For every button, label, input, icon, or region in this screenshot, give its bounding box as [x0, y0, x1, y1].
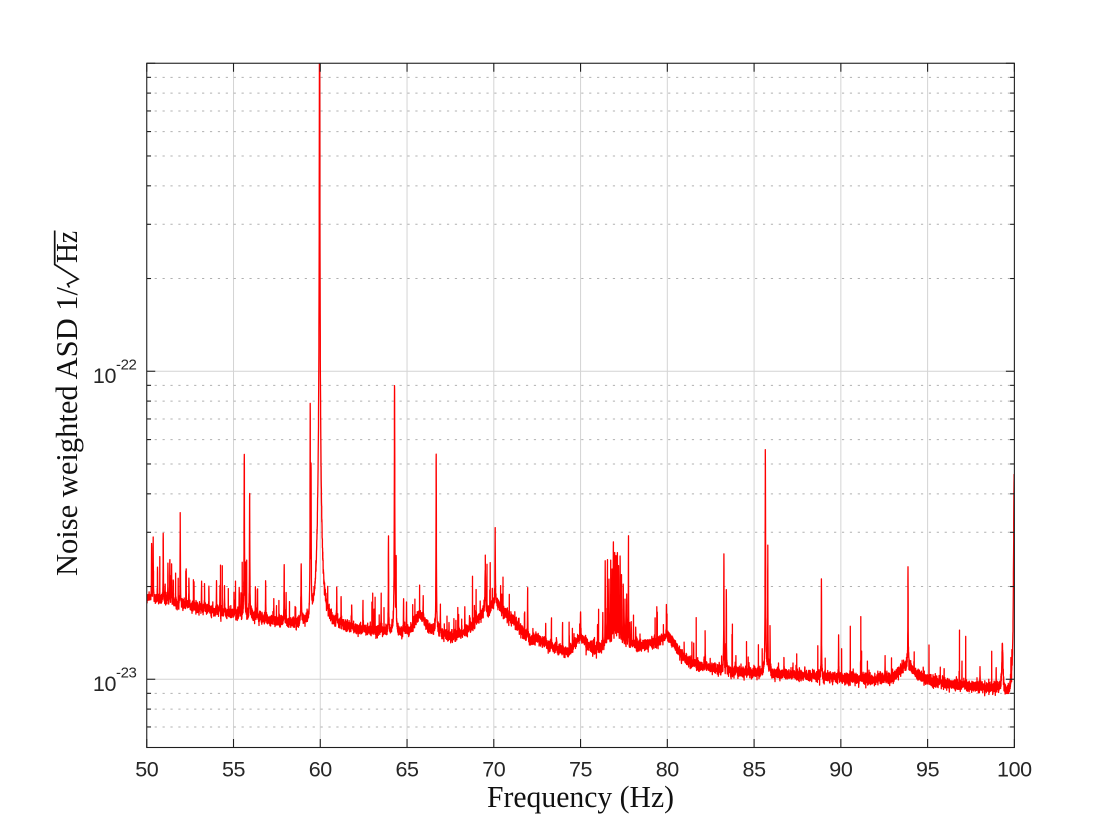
svg-text:65: 65	[395, 758, 419, 782]
svg-text:10-23: 10-23	[93, 665, 137, 697]
svg-text:Noise weighted ASD 1/: Noise weighted ASD 1/	[49, 287, 84, 576]
svg-text:10-22: 10-22	[93, 357, 137, 389]
svg-text:70: 70	[482, 758, 506, 782]
svg-text:50: 50	[135, 758, 159, 782]
svg-text:100: 100	[997, 758, 1032, 782]
svg-text:85: 85	[743, 758, 767, 782]
svg-text:55: 55	[222, 758, 246, 782]
svg-text:Frequency (Hz): Frequency (Hz)	[487, 779, 674, 814]
svg-text:95: 95	[916, 758, 940, 782]
svg-text:90: 90	[829, 758, 853, 782]
svg-text:75: 75	[569, 758, 593, 782]
svg-text:60: 60	[309, 758, 333, 782]
svg-text:80: 80	[656, 758, 680, 782]
